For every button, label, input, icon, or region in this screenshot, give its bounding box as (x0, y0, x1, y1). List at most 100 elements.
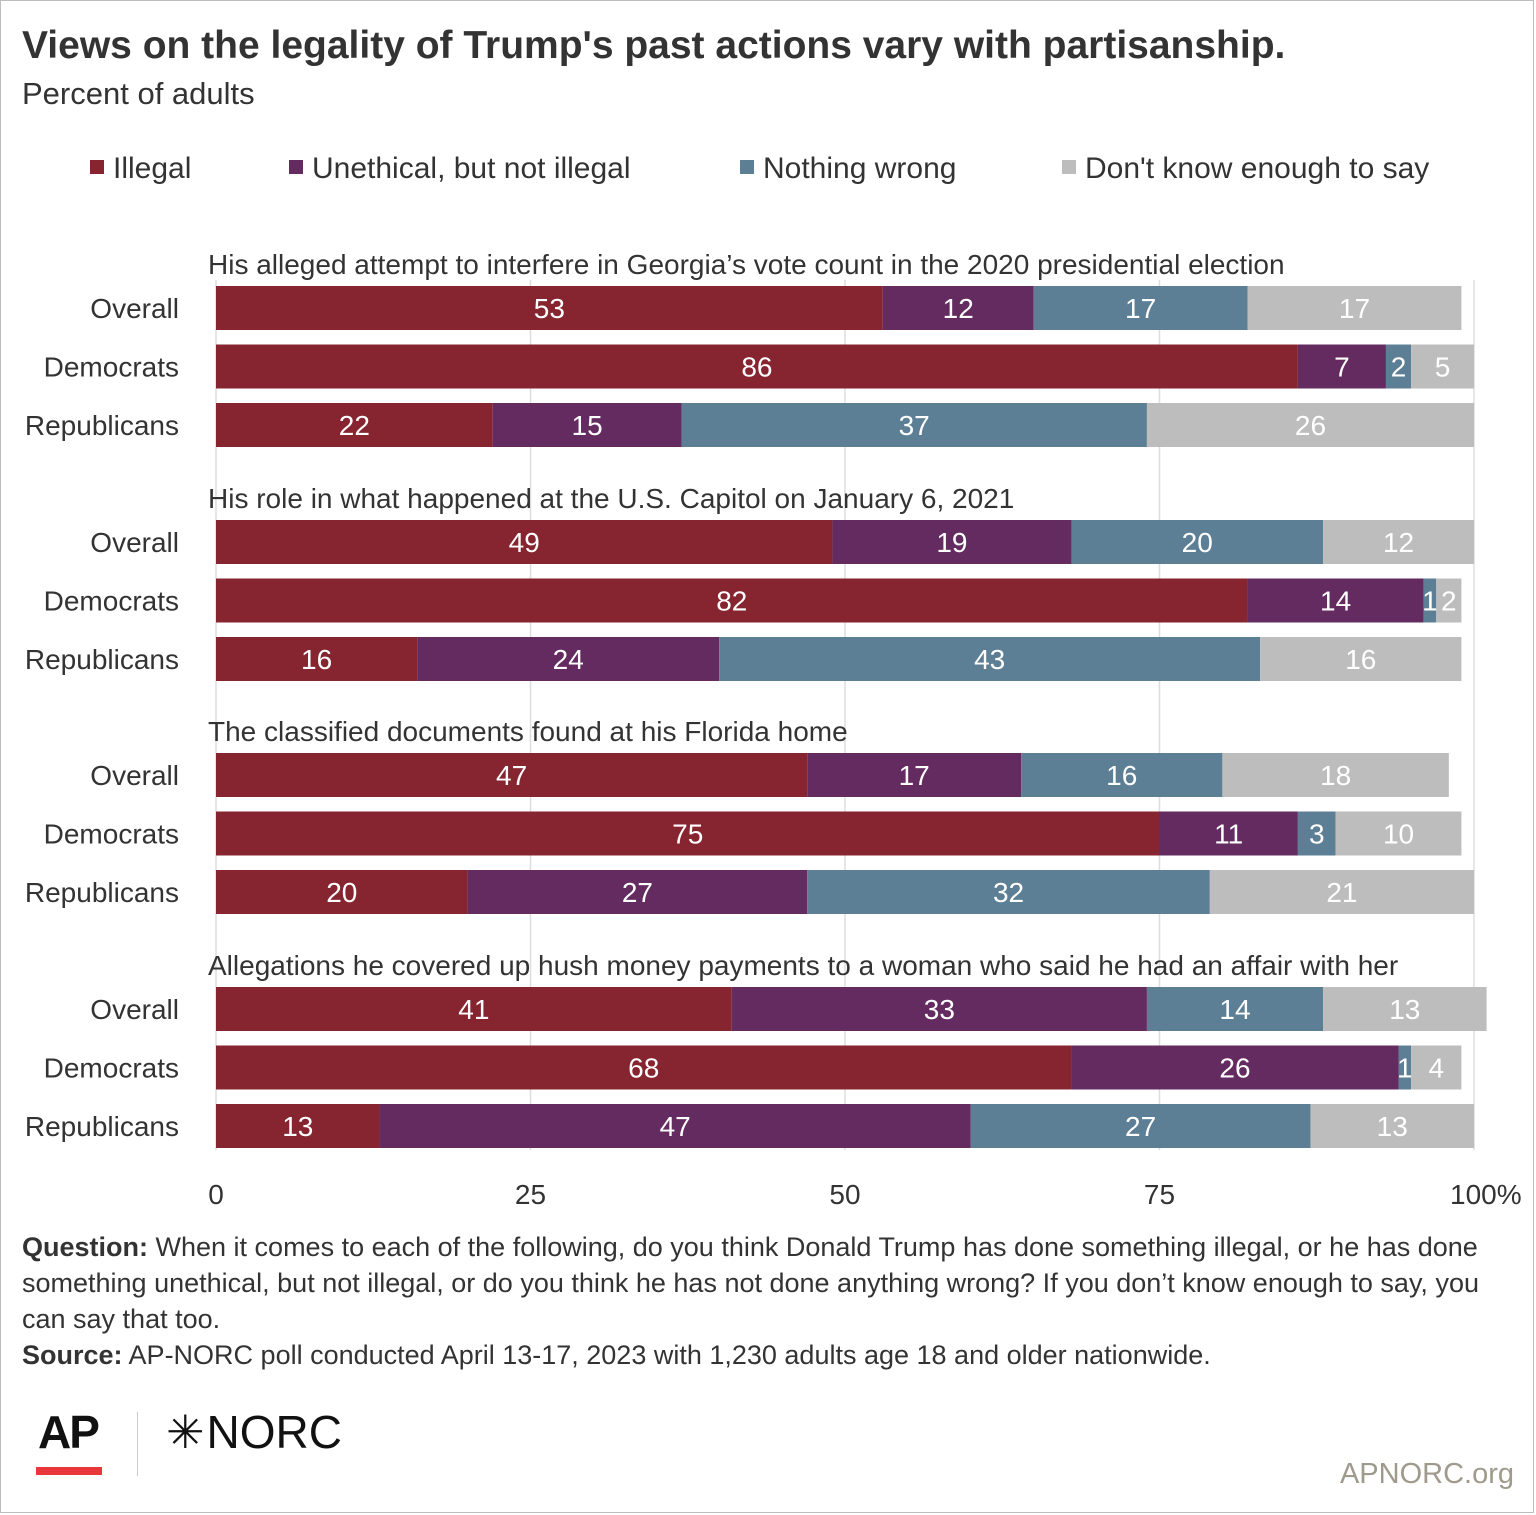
group-title-4: Allegations he covered up hush money pay… (208, 950, 1398, 981)
legend-item-unethical: Unethical, but not illegal (289, 152, 631, 186)
data-label-don-t-know-enough-to-say-democrats-group2: 2 (1441, 586, 1457, 617)
row-label-democrats: Democrats (44, 586, 179, 617)
bar-unethical-but-not-illegal-democrats-group3 (1159, 811, 1298, 856)
bar-don-t-know-enough-to-say-overall-group3 (1222, 753, 1449, 797)
question-text: When it comes to each of the following, … (22, 1232, 1479, 1334)
data-label-unethical-but-not-illegal-republicans-group3: 27 (622, 877, 653, 908)
bar-unethical-but-not-illegal-overall-group4 (731, 987, 1147, 1031)
bar-nothing-wrong-overall-group1 (1033, 286, 1248, 330)
data-label-don-t-know-enough-to-say-democrats-group1: 5 (1435, 352, 1451, 383)
bar-illegal-overall-group3 (216, 753, 808, 797)
bar-don-t-know-enough-to-say-overall-group1 (1247, 286, 1462, 330)
bar-nothing-wrong-democrats-group3 (1297, 811, 1336, 856)
source-text: AP-NORC poll conducted April 13-17, 2023… (128, 1340, 1211, 1370)
data-label-nothing-wrong-overall-group2: 20 (1182, 527, 1213, 558)
source-note: Source: AP-NORC poll conducted April 13-… (22, 1337, 1522, 1373)
bar-don-t-know-enough-to-say-overall-group4 (1323, 987, 1487, 1031)
data-label-illegal-overall-group4: 41 (458, 994, 489, 1025)
data-label-unethical-but-not-illegal-democrats-group4: 26 (1219, 1053, 1250, 1084)
data-label-illegal-republicans-group3: 20 (326, 877, 357, 908)
bar-don-t-know-enough-to-say-republicans-group1 (1146, 403, 1474, 447)
data-label-nothing-wrong-republicans-group2: 43 (974, 644, 1005, 675)
bar-illegal-republicans-group2 (216, 637, 418, 681)
bar-nothing-wrong-overall-group4 (1146, 987, 1324, 1031)
legend-item-illegal: Illegal (90, 152, 191, 186)
data-label-unethical-but-not-illegal-democrats-group2: 14 (1320, 586, 1351, 617)
norc-logo-text: NORC (206, 1406, 342, 1458)
legend-label-unethical: Unethical, but not illegal (312, 152, 631, 185)
data-label-nothing-wrong-overall-group4: 14 (1219, 994, 1250, 1025)
row-label-republicans: Republicans (25, 1111, 179, 1142)
data-label-unethical-but-not-illegal-democrats-group3: 11 (1214, 819, 1243, 850)
data-label-nothing-wrong-republicans-group4: 27 (1125, 1111, 1156, 1142)
data-label-unethical-but-not-illegal-republicans-group4: 47 (660, 1111, 691, 1142)
data-label-don-t-know-enough-to-say-overall-group2: 12 (1383, 527, 1414, 558)
data-label-don-t-know-enough-to-say-overall-group1: 17 (1339, 293, 1370, 324)
row-label-overall: Overall (90, 994, 179, 1025)
ap-logo: AP (38, 1406, 100, 1458)
bar-nothing-wrong-republicans-group1 (681, 403, 1147, 447)
data-label-illegal-democrats-group4: 68 (628, 1053, 659, 1084)
data-label-illegal-overall-group1: 53 (534, 293, 565, 324)
legend-label-dont-know: Don't know enough to say (1085, 152, 1430, 185)
bar-don-t-know-enough-to-say-republicans-group2 (1260, 637, 1462, 681)
bar-unethical-but-not-illegal-overall-group3 (807, 753, 1022, 797)
bar-illegal-republicans-group4 (216, 1104, 380, 1148)
data-label-unethical-but-not-illegal-overall-group2: 19 (936, 527, 967, 558)
bar-unethical-but-not-illegal-democrats-group1 (1297, 344, 1386, 389)
ap-logo-underline (36, 1467, 102, 1475)
question-note: Question: When it comes to each of the f… (22, 1229, 1522, 1337)
data-label-illegal-democrats-group3: 75 (672, 819, 703, 850)
x-tick-label-25: 25 (515, 1179, 546, 1210)
data-label-nothing-wrong-democrats-group4: 1 (1397, 1053, 1413, 1084)
row-label-democrats: Democrats (44, 819, 179, 850)
bar-don-t-know-enough-to-say-republicans-group3 (1209, 870, 1474, 914)
data-label-nothing-wrong-democrats-group1: 2 (1391, 352, 1407, 383)
data-label-unethical-but-not-illegal-democrats-group1: 7 (1334, 352, 1350, 383)
chart-title: Views on the legality of Trump's past ac… (22, 24, 1286, 67)
row-label-overall: Overall (90, 293, 179, 324)
legend-item-nothing-wrong: Nothing wrong (740, 152, 956, 186)
data-label-unethical-but-not-illegal-overall-group3: 17 (899, 760, 930, 791)
data-label-unethical-but-not-illegal-republicans-group2: 24 (553, 644, 584, 675)
chart-subtitle: Percent of adults (22, 76, 255, 111)
legend-swatch-illegal (90, 160, 104, 174)
bar-nothing-wrong-democrats-group4 (1398, 1045, 1412, 1090)
data-label-don-t-know-enough-to-say-democrats-group4: 4 (1428, 1053, 1444, 1084)
norc-star-icon: ✳ (166, 1406, 205, 1458)
data-label-nothing-wrong-republicans-group1: 37 (899, 410, 930, 441)
bar-illegal-overall-group4 (216, 987, 732, 1031)
bar-unethical-but-not-illegal-republicans-group3 (467, 870, 808, 914)
data-label-don-t-know-enough-to-say-democrats-group3: 10 (1383, 819, 1414, 850)
x-tick-label-50: 50 (829, 1179, 860, 1210)
data-label-illegal-overall-group3: 47 (496, 760, 527, 791)
bar-don-t-know-enough-to-say-democrats-group2 (1436, 578, 1462, 623)
group-title-3: The classified documents found at his Fl… (208, 716, 848, 747)
data-label-don-t-know-enough-to-say-republicans-group2: 16 (1345, 644, 1376, 675)
data-label-illegal-republicans-group4: 13 (282, 1111, 313, 1142)
data-label-illegal-republicans-group2: 16 (301, 644, 332, 675)
bar-illegal-overall-group1 (216, 286, 883, 330)
data-label-nothing-wrong-republicans-group3: 32 (993, 877, 1024, 908)
data-label-don-t-know-enough-to-say-republicans-group4: 13 (1377, 1111, 1408, 1142)
row-label-republicans: Republicans (25, 877, 179, 908)
row-label-republicans: Republicans (25, 410, 179, 441)
x-tick-label-0: 0 (208, 1179, 224, 1210)
legend-swatch-dont-know (1062, 160, 1076, 174)
bar-unethical-but-not-illegal-overall-group1 (882, 286, 1034, 330)
legend-label-nothing-wrong: Nothing wrong (763, 152, 957, 185)
bar-unethical-but-not-illegal-democrats-group4 (1071, 1045, 1399, 1090)
data-label-illegal-republicans-group1: 22 (339, 410, 370, 441)
legend-label-illegal: Illegal (113, 152, 192, 185)
row-label-overall: Overall (90, 527, 179, 558)
legend-swatch-nothing-wrong (740, 160, 754, 174)
footer-notes: Question: When it comes to each of the f… (22, 1229, 1522, 1373)
bar-nothing-wrong-democrats-group2 (1423, 578, 1437, 623)
bar-unethical-but-not-illegal-democrats-group2 (1247, 578, 1424, 623)
legend-item-dont-know: Don't know enough to say (1062, 152, 1429, 186)
row-label-democrats: Democrats (44, 352, 179, 383)
x-tick-label-75: 75 (1144, 1179, 1175, 1210)
data-label-don-t-know-enough-to-say-republicans-group3: 21 (1326, 877, 1357, 908)
legend-swatch-unethical (289, 160, 303, 174)
